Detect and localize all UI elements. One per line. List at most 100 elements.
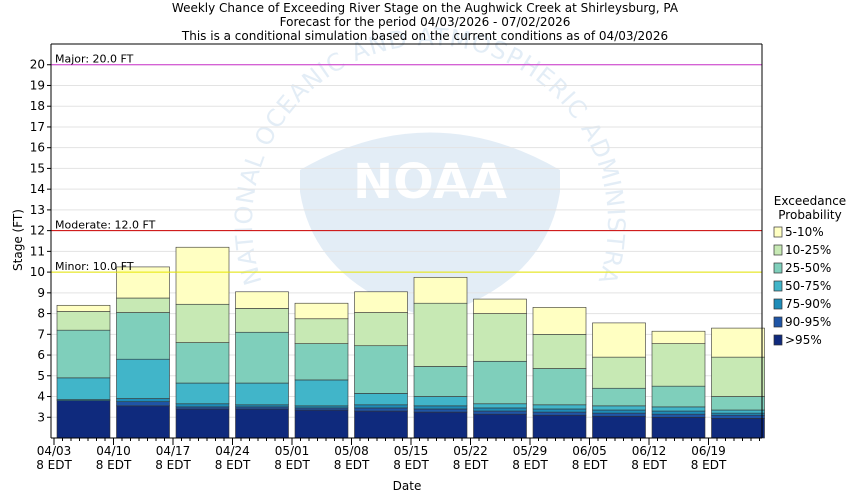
bar-week6-510-segment bbox=[354, 291, 408, 313]
axes bbox=[50, 43, 763, 439]
bar-week7-2550-segment bbox=[413, 366, 468, 397]
bar-week1-95-segment bbox=[56, 400, 111, 439]
bar-week4-95-segment bbox=[235, 408, 289, 439]
legend-swatch-95 bbox=[773, 334, 783, 346]
legend-swatch-1025 bbox=[773, 244, 783, 256]
bar-week10-1025-segment bbox=[592, 356, 646, 389]
bar-week5-5075-segment bbox=[294, 379, 349, 407]
bar-week5-95-segment bbox=[294, 409, 349, 439]
legend-label-7590: 75-90% bbox=[785, 297, 831, 311]
bar-week11-7590-segment bbox=[651, 410, 706, 415]
x-tick-time-6: 8 EDT bbox=[393, 458, 429, 472]
bar-week3-95-segment bbox=[175, 408, 230, 439]
bar-week1-1025-segment bbox=[56, 311, 111, 331]
x-tick-time-10: 8 EDT bbox=[631, 458, 667, 472]
bar-week4-2550-segment bbox=[235, 331, 289, 384]
legend-swatch-7590 bbox=[773, 298, 783, 310]
bar-week5-2550-segment bbox=[294, 343, 349, 381]
bar-week2-95-segment bbox=[116, 405, 170, 439]
bar-week8-9095-segment bbox=[473, 410, 527, 415]
title-line-2: Forecast for the period 04/03/2026 - 07/… bbox=[280, 15, 571, 29]
watermark-logo-text: NOAA bbox=[353, 154, 507, 210]
title-line-3: This is a conditional simulation based o… bbox=[181, 29, 668, 43]
y-tick-label-7: 7 bbox=[37, 327, 45, 341]
bar-week4-5075-segment bbox=[235, 382, 289, 406]
legend-items: 5-10% 10-25% 25-50% 50-75% 75-90% 90-95% >95% bbox=[773, 225, 831, 347]
legend-swatch-5075 bbox=[773, 280, 783, 292]
flood-levels: Major: 20.0 FT Moderate: 12.0 FT Minor: 10… bbox=[51, 53, 762, 273]
bar-week4-9095-segment bbox=[235, 406, 289, 410]
bar-week10-9095-segment bbox=[592, 412, 646, 417]
bar-week3-5075-segment bbox=[175, 382, 230, 405]
bar-week1-5075-segment bbox=[56, 377, 111, 400]
bar-week12-5075-segment bbox=[711, 409, 765, 414]
bar-week7-510-segment bbox=[413, 276, 468, 304]
bar-week12-95-segment bbox=[711, 417, 765, 439]
y-axis-title: Stage (FT) bbox=[11, 209, 25, 271]
bar-week1-510-segment bbox=[56, 304, 111, 312]
bar-week11-1025-segment bbox=[651, 343, 706, 387]
bar-week6-2550-segment bbox=[354, 345, 408, 394]
x-tick-time-9: 8 EDT bbox=[572, 458, 608, 472]
y-tick-labels: 3 4 5 6 7 8 9 10 11 12 13 14 15 16 17 18 19 20 bbox=[30, 58, 51, 424]
bar-week9-95-segment bbox=[532, 414, 587, 439]
legend-title-line-1: Exceedance bbox=[774, 194, 846, 208]
bar-week8-1025-segment bbox=[473, 313, 527, 362]
x-tick-date-5: 05/08 bbox=[334, 444, 369, 458]
bar-week6-5075-segment bbox=[354, 393, 408, 406]
bar-week1-2550-segment bbox=[56, 329, 111, 379]
bar-week3-510-segment bbox=[175, 246, 230, 305]
bar-week9-2550-segment bbox=[532, 368, 587, 406]
bar-week2-5075-segment bbox=[116, 358, 170, 399]
bar-week7-7590-segment bbox=[413, 405, 468, 410]
y-tick-label-6: 6 bbox=[37, 348, 45, 362]
bar-week9-1025-segment bbox=[532, 334, 587, 369]
legend-label-5075: 50-75% bbox=[785, 279, 831, 293]
bar-week6-95-segment bbox=[354, 410, 408, 439]
y-tick-label-17: 17 bbox=[30, 120, 45, 134]
x-axis-title: Date bbox=[393, 479, 422, 493]
bar-week6-1025-segment bbox=[354, 312, 408, 347]
bar-week3-1025-segment bbox=[175, 303, 230, 343]
bar-week3-7590-segment bbox=[175, 403, 230, 408]
bar-week12-510-segment bbox=[711, 327, 765, 358]
legend-swatch-9095 bbox=[773, 316, 783, 328]
flood-label-2: Minor: 10.0 FT bbox=[55, 260, 134, 273]
bar-week5-9095-segment bbox=[294, 407, 349, 411]
bar-week7-95-segment bbox=[413, 411, 468, 439]
x-tick-time-0: 8 EDT bbox=[36, 458, 72, 472]
bar-week11-2550-segment bbox=[651, 385, 706, 408]
x-tick-time-5: 8 EDT bbox=[334, 458, 370, 472]
x-tick-date-6: 05/15 bbox=[394, 444, 429, 458]
bar-week7-1025-segment bbox=[413, 302, 468, 367]
legend: Exceedance Probability 5-10% 10-25% 25-50%… bbox=[773, 194, 846, 347]
y-tick-label-16: 16 bbox=[30, 141, 45, 155]
y-tick-label-10: 10 bbox=[30, 265, 45, 279]
y-tick-label-14: 14 bbox=[30, 182, 45, 196]
bar-week5-7590-segment bbox=[294, 405, 349, 409]
bar-week10-510-segment bbox=[592, 322, 646, 358]
bar-week2-7590-segment bbox=[116, 398, 170, 403]
y-tick-label-11: 11 bbox=[30, 244, 45, 258]
x-tick-time-11: 8 EDT bbox=[691, 458, 727, 472]
bar-week10-5075-segment bbox=[592, 405, 646, 411]
bar-week8-7590-segment bbox=[473, 407, 527, 412]
legend-swatch-510 bbox=[773, 226, 783, 238]
x-tick-date-9: 06/05 bbox=[572, 444, 607, 458]
x-tick-time-4: 8 EDT bbox=[274, 458, 310, 472]
y-tick-label-12: 12 bbox=[30, 224, 45, 238]
x-tick-time-2: 8 EDT bbox=[155, 458, 191, 472]
flood-label-0: Major: 20.0 FT bbox=[55, 53, 134, 66]
chart-title: Weekly Chance of Exceeding River Stage o… bbox=[172, 1, 679, 43]
y-tick-label-3: 3 bbox=[37, 410, 45, 424]
x-tick-date-2: 04/17 bbox=[156, 444, 191, 458]
bar-week7-5075-segment bbox=[413, 396, 468, 407]
legend-swatch-2550 bbox=[773, 262, 783, 274]
y-tick-label-5: 5 bbox=[37, 369, 45, 383]
bar-week8-510-segment bbox=[473, 298, 527, 314]
bar-week9-9095-segment bbox=[532, 411, 587, 416]
y-tick-label-19: 19 bbox=[30, 78, 45, 92]
y-tick-label-9: 9 bbox=[37, 286, 45, 300]
bar-week5-510-segment bbox=[294, 302, 349, 320]
